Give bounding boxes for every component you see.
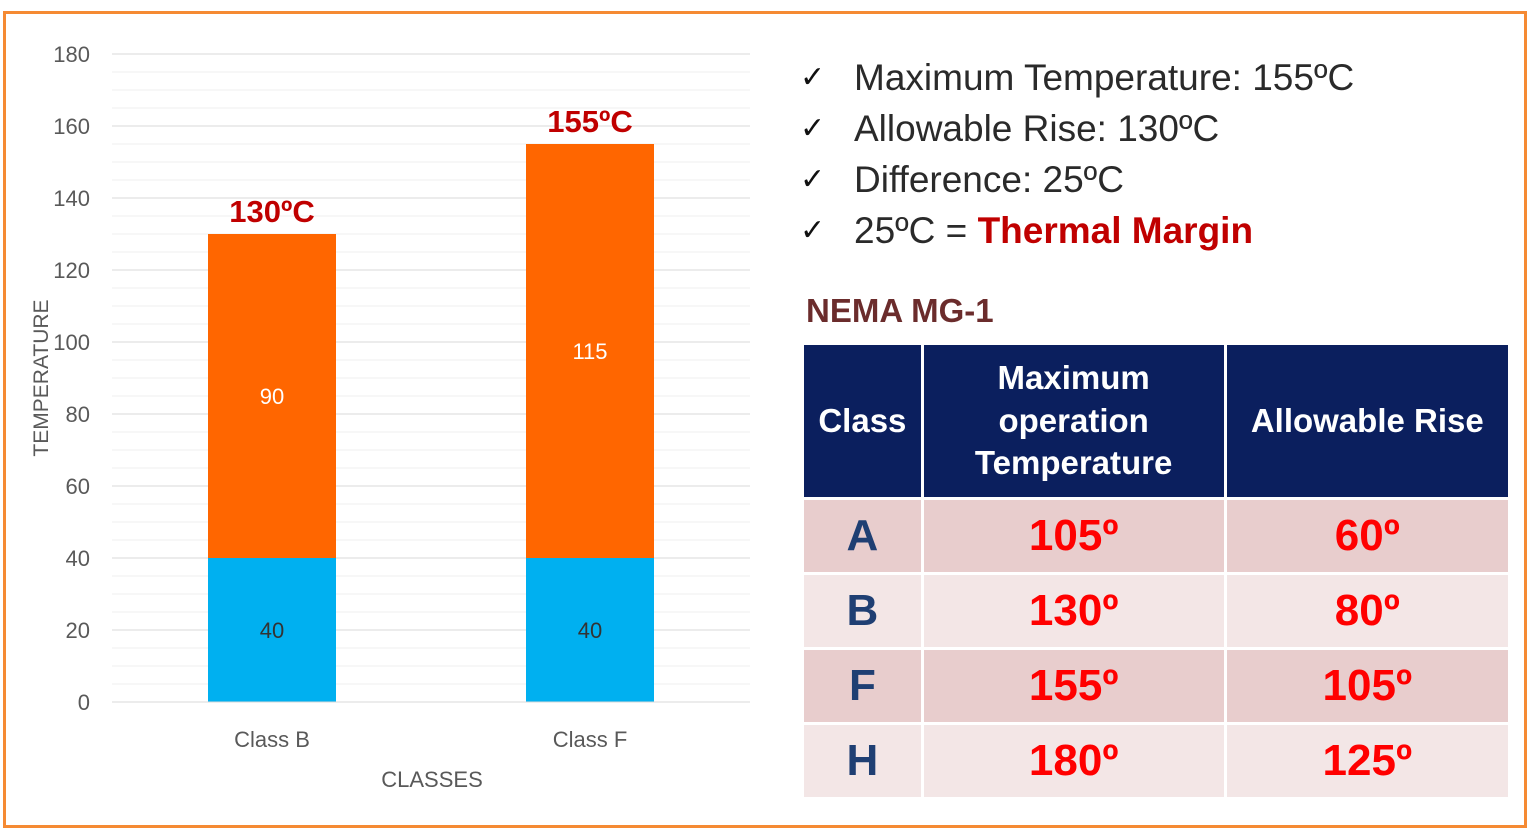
checklist-text: Maximum Temperature: 155ºC <box>854 57 1355 98</box>
cell-max-temp: 130º <box>920 572 1227 650</box>
checklist: ✓ Maximum Temperature: 155ºC ✓ Allowable… <box>800 52 1354 256</box>
cell-max-temp: 105º <box>920 497 1227 575</box>
bar-total-label: 130ºC <box>229 194 314 229</box>
table-row: B 130º 80º <box>801 572 1512 650</box>
checklist-item: ✓ Maximum Temperature: 155ºC <box>800 52 1354 103</box>
header-max-line: Temperature <box>974 444 1173 482</box>
cell-allowable-rise: 105º <box>1223 647 1512 725</box>
table-row: H 180º 125º <box>801 722 1512 800</box>
y-tick-label: 140 <box>53 186 90 211</box>
cell-allowable-rise: 125º <box>1223 722 1512 800</box>
checklist-item: ✓ 25ºC = Thermal Margin <box>800 205 1354 256</box>
table-row: A 105º 60º <box>801 497 1512 575</box>
header-max-line: operation <box>998 401 1149 439</box>
cell-max-temp: 180º <box>920 722 1227 800</box>
y-tick-label: 40 <box>66 546 90 571</box>
y-tick-label: 160 <box>53 114 90 139</box>
cell-class: A <box>801 497 924 575</box>
cell-max-temp: 155º <box>920 647 1227 725</box>
table-row: F 155º 105º <box>801 647 1512 725</box>
cell-allowable-rise: 60º <box>1223 497 1512 575</box>
bar-segment-ambient <box>526 558 654 702</box>
cell-class: H <box>801 722 924 800</box>
bar-segment-rise <box>208 234 336 558</box>
checkmark-icon: ✓ <box>800 162 826 197</box>
header-allowable-rise: Allowable Rise <box>1223 342 1512 500</box>
y-tick-label: 20 <box>66 618 90 643</box>
y-tick-label: 80 <box>66 402 90 427</box>
checklist-item: ✓ Difference: 25ºC <box>800 154 1354 205</box>
checklist-item: ✓ Allowable Rise: 130ºC <box>800 103 1354 154</box>
bar-value-label: 115 <box>572 339 607 364</box>
header-class: Class <box>801 342 924 500</box>
x-tick-label: Class B <box>234 727 310 752</box>
nema-title: NEMA MG-1 <box>806 292 994 329</box>
bar-total-label: 155ºC <box>547 104 632 139</box>
y-tick-label: 60 <box>66 474 90 499</box>
bar-segment-ambient <box>208 558 336 702</box>
bar-segment-rise <box>526 144 654 558</box>
checkmark-icon: ✓ <box>800 60 826 95</box>
thermal-margin-highlight: Thermal Margin <box>977 210 1254 251</box>
checkmark-icon: ✓ <box>800 213 826 248</box>
x-axis-label: CLASSES <box>381 767 483 792</box>
checklist-text: 25ºC = <box>854 210 978 251</box>
checklist-text: Difference: 25ºC <box>854 159 1124 200</box>
nema-table: Class Maximum operation Temperature Allo… <box>801 342 1512 800</box>
y-tick-label: 180 <box>53 42 90 67</box>
header-max-line: Maximum <box>997 358 1150 396</box>
cell-class: F <box>801 647 924 725</box>
checklist-text: Allowable Rise: 130ºC <box>854 108 1220 149</box>
cell-class: B <box>801 572 924 650</box>
header-max-operation-temp: Maximum operation Temperature <box>920 342 1227 500</box>
bar-value-label: 40 <box>260 618 284 643</box>
checkmark-icon: ✓ <box>800 111 826 146</box>
x-tick-label: Class F <box>553 727 628 752</box>
stacked-bar-chart: 0 20 40 60 80 100 120 140 160 180 TEMPERATURE 40 90 1… <box>30 42 750 792</box>
bar-value-label: 40 <box>578 618 602 643</box>
bar-value-label: 90 <box>260 384 284 409</box>
y-tick-label: 0 <box>78 690 90 715</box>
y-tick-label: 120 <box>53 258 90 283</box>
table-header-row: Class Maximum operation Temperature Allo… <box>801 342 1512 500</box>
cell-allowable-rise: 80º <box>1223 572 1512 650</box>
y-tick-label: 100 <box>53 330 90 355</box>
y-axis-label: TEMPERATURE <box>30 299 53 456</box>
